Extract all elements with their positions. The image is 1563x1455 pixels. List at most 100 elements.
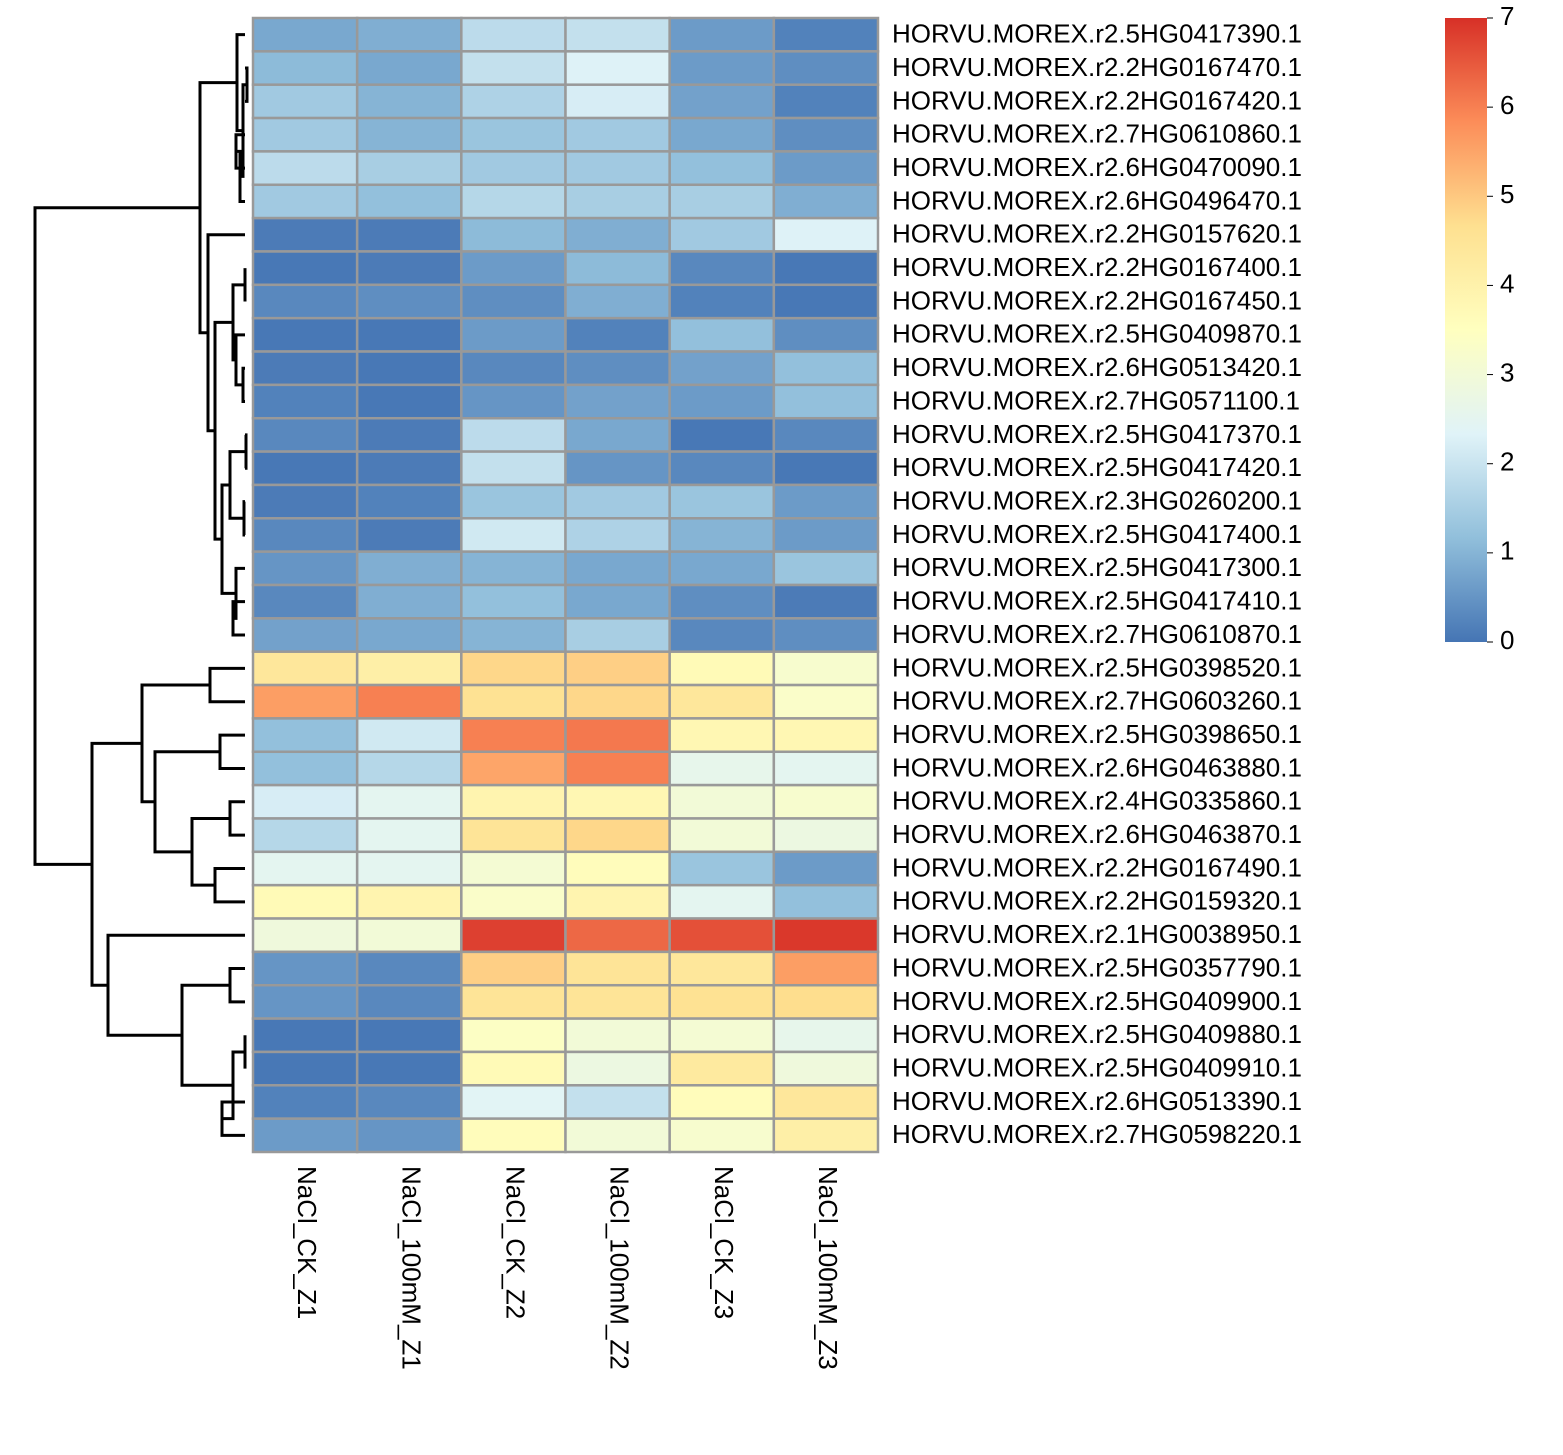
dendrogram-branch <box>180 983 233 1087</box>
cell <box>460 617 567 653</box>
cell <box>564 1084 671 1120</box>
cell <box>564 450 671 487</box>
row-label: HORVU.MOREX.r2.6HG0496470.1 <box>892 185 1302 215</box>
row-label: HORVU.MOREX.r2.7HG0598220.1 <box>892 1119 1302 1149</box>
cell <box>668 550 776 587</box>
cell <box>460 950 567 987</box>
cell <box>668 250 776 287</box>
row-label: HORVU.MOREX.r2.1HG0038950.1 <box>892 919 1302 949</box>
cell <box>772 883 880 920</box>
cell <box>460 116 567 153</box>
cell <box>772 983 880 1020</box>
cell <box>772 383 880 420</box>
cell <box>668 817 776 854</box>
column-label: NaCl_CK_Z2 <box>501 1166 531 1319</box>
cell <box>668 1117 776 1154</box>
row-label: HORVU.MOREX.r2.5HG0417400.1 <box>892 519 1302 549</box>
row-label: HORVU.MOREX.r2.2HG0167420.1 <box>892 85 1302 115</box>
cell <box>460 917 567 954</box>
cell <box>564 950 671 987</box>
cell <box>668 750 776 787</box>
row-label: HORVU.MOREX.r2.6HG0463870.1 <box>892 819 1302 849</box>
colorbar-tick-label: 5 <box>1500 179 1514 209</box>
row-label: HORVU.MOREX.r2.5HG0409880.1 <box>892 1019 1302 1049</box>
cell <box>355 150 463 187</box>
cell <box>772 583 880 620</box>
column-label: NaCl_100mM_Z2 <box>605 1166 635 1370</box>
row-label: HORVU.MOREX.r2.5HG0398650.1 <box>892 719 1302 749</box>
cell <box>251 750 359 787</box>
cell <box>564 216 671 253</box>
cell <box>251 416 359 453</box>
cell <box>251 783 359 820</box>
cell <box>564 183 671 220</box>
cell <box>668 883 776 920</box>
row-label: HORVU.MOREX.r2.7HG0610860.1 <box>892 119 1302 149</box>
cell <box>772 116 880 153</box>
cell <box>355 383 463 420</box>
cell <box>355 1117 463 1154</box>
colorbar-tick-label: 1 <box>1500 536 1514 566</box>
cell <box>772 16 880 53</box>
cell <box>564 50 671 86</box>
cell <box>460 717 567 754</box>
cell <box>355 983 463 1020</box>
cell <box>564 116 671 153</box>
row-label: HORVU.MOREX.r2.5HG0417420.1 <box>892 452 1302 482</box>
cell <box>460 383 567 420</box>
cell <box>355 1084 463 1120</box>
cell <box>355 450 463 487</box>
cell <box>564 750 671 787</box>
cell <box>460 1117 567 1154</box>
cell <box>460 16 567 53</box>
cell <box>564 917 671 954</box>
column-label: NaCl_CK_Z3 <box>709 1166 739 1319</box>
row-label: HORVU.MOREX.r2.3HG0260200.1 <box>892 485 1302 515</box>
cell <box>772 316 880 353</box>
cell <box>564 583 671 620</box>
cell <box>460 883 567 920</box>
cell <box>772 483 880 520</box>
cell <box>251 983 359 1020</box>
cell <box>460 183 567 220</box>
row-label: HORVU.MOREX.r2.2HG0157620.1 <box>892 219 1302 249</box>
cell <box>251 517 359 553</box>
row-label: HORVU.MOREX.r2.5HG0409900.1 <box>892 986 1302 1016</box>
cell <box>460 650 567 687</box>
dendrogram-branch <box>213 867 245 904</box>
cell <box>668 717 776 754</box>
cell <box>355 1050 463 1087</box>
row-label: HORVU.MOREX.r2.2HG0167490.1 <box>892 852 1302 882</box>
cell <box>668 617 776 653</box>
cell <box>251 1117 359 1154</box>
cell <box>668 517 776 553</box>
cell <box>564 350 671 387</box>
cell <box>668 950 776 987</box>
cell <box>772 1084 880 1120</box>
cell <box>564 150 671 187</box>
cell <box>355 1017 463 1054</box>
colorbar-tick-label: 4 <box>1500 268 1514 298</box>
colorbar-tick-label: 3 <box>1500 357 1514 387</box>
row-label: HORVU.MOREX.r2.5HG0417410.1 <box>892 586 1302 616</box>
cell <box>772 283 880 320</box>
row-label: HORVU.MOREX.r2.5HG0409910.1 <box>892 1052 1302 1082</box>
cell <box>355 817 463 854</box>
cell <box>564 316 671 353</box>
cell <box>460 350 567 387</box>
cell <box>355 683 463 720</box>
cell <box>460 1017 567 1054</box>
cell <box>460 550 567 587</box>
cell <box>668 483 776 520</box>
cell <box>251 316 359 353</box>
cell <box>772 783 880 820</box>
cell <box>355 250 463 287</box>
cell <box>772 1017 880 1054</box>
cell <box>772 50 880 86</box>
cell <box>564 383 671 420</box>
row-label: HORVU.MOREX.r2.6HG0463880.1 <box>892 752 1302 782</box>
row-label: HORVU.MOREX.r2.2HG0167470.1 <box>892 52 1302 82</box>
cell <box>668 16 776 53</box>
cell <box>564 1017 671 1054</box>
dendrogram-branch <box>140 683 210 804</box>
